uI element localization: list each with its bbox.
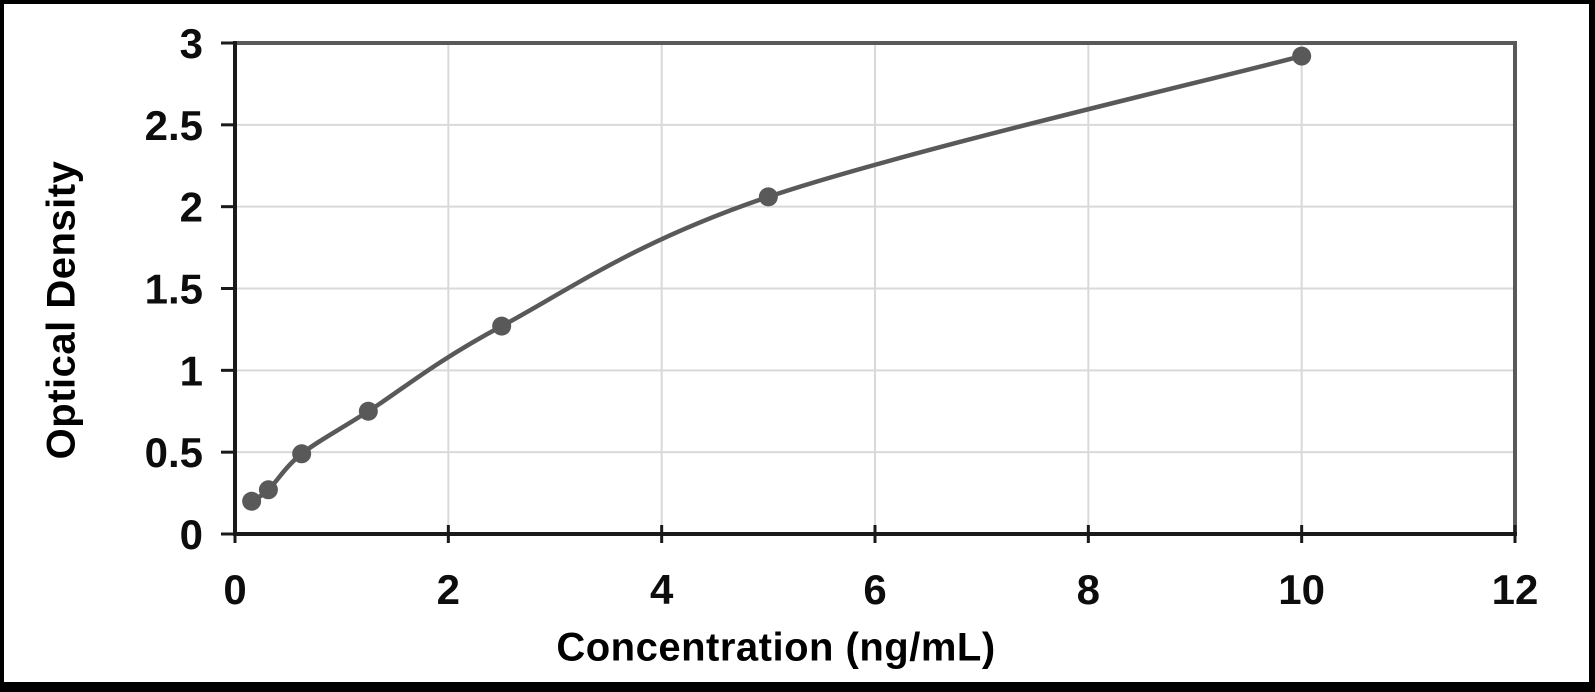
x-tick-label: 10 [1278,566,1325,613]
data-point-marker [242,491,262,511]
plot-area: 0 0.5 1 1.5 2 2.5 3 0 2 4 6 8 10 12 [145,20,1539,613]
x-tick-label: 12 [1492,566,1539,613]
y-axis-title: Optical Density [39,160,84,460]
y-tick-label: 2.5 [145,102,203,149]
x-tick-label: 4 [650,566,674,613]
standard-curve-chart: 0 0.5 1 1.5 2 2.5 3 0 2 4 6 8 10 12 Optical Density C… [4,4,1589,682]
x-tick-label: 2 [437,566,460,613]
data-point-marker [1292,46,1312,66]
x-tick-label: 8 [1077,566,1100,613]
y-tick-label: 1 [180,347,203,394]
x-axis-title: Concentration (ng/mL) [556,625,996,670]
x-tick-label: 6 [863,566,886,613]
y-tick-label: 3 [180,20,203,67]
data-point-marker [492,316,512,336]
y-tick-label: 1.5 [145,266,203,313]
data-point-marker [358,401,378,421]
data-point-marker [758,187,778,207]
standard-curve-line [249,53,1304,504]
x-tick-label: 0 [223,566,246,613]
y-tick-label: 0.5 [145,429,203,476]
y-tick-label: 0 [180,511,203,558]
data-point-marker [292,444,312,464]
y-tick-label: 2 [180,184,203,231]
data-point-marker [258,480,278,500]
